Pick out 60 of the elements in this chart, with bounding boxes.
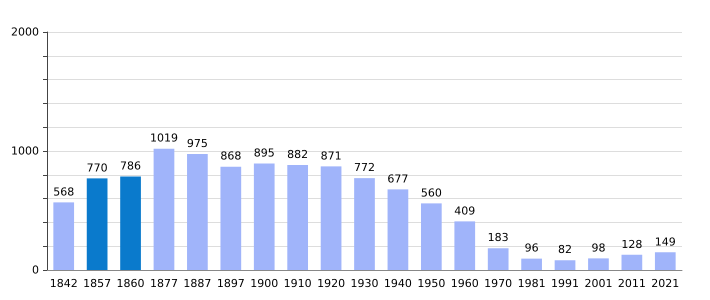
data-label: 560 (420, 186, 442, 200)
x-tick-label: 1910 (284, 277, 312, 290)
y-tick-label: 1000 (11, 144, 39, 158)
bar (320, 166, 342, 270)
data-label: 882 (287, 148, 308, 162)
data-label: 772 (354, 161, 375, 174)
x-tick-label: 2021 (651, 277, 680, 290)
x-tick-label: 1940 (384, 277, 412, 290)
bar (187, 154, 208, 270)
x-tick-label: 1897 (216, 277, 245, 290)
data-label: 1019 (150, 132, 178, 145)
data-label: 770 (86, 161, 108, 174)
bar (588, 258, 609, 270)
bar (521, 258, 542, 270)
bar (622, 254, 642, 270)
x-tick-label: 1950 (417, 277, 446, 290)
bar (86, 178, 108, 270)
bar (120, 176, 141, 270)
data-label: 149 (654, 235, 676, 248)
x-tick-label: 1887 (183, 277, 212, 290)
data-label: 895 (254, 146, 275, 160)
data-label: 98 (591, 241, 606, 254)
x-tick-label: 1842 (50, 277, 78, 290)
bar (287, 165, 308, 270)
x-tick-label: 1900 (250, 277, 278, 290)
bar (220, 166, 242, 270)
x-tick-label: 1970 (484, 277, 512, 290)
data-label: 677 (387, 172, 408, 186)
y-tick-label: 2000 (11, 26, 39, 38)
data-label: 128 (621, 238, 642, 251)
bar (53, 202, 74, 270)
x-tick-label: 1981 (518, 277, 546, 290)
data-label: 568 (53, 185, 74, 198)
bar (254, 163, 275, 270)
x-tick-label: 1991 (551, 277, 580, 290)
x-tick-label: 1920 (317, 277, 346, 290)
x-tick-label: 1860 (116, 277, 145, 290)
x-tick-label: 1930 (350, 277, 378, 290)
data-label: 82 (558, 243, 572, 256)
data-label: 96 (524, 242, 539, 255)
bar (154, 148, 174, 270)
bar (454, 221, 476, 270)
bar (388, 189, 408, 270)
data-label: 871 (320, 149, 342, 162)
x-tick-label: 1877 (150, 277, 178, 290)
bar (420, 203, 442, 270)
x-tick-label: 1857 (83, 277, 112, 290)
x-tick-label: 2011 (618, 277, 646, 290)
bar (554, 260, 576, 270)
bar (354, 178, 375, 270)
data-label: 786 (120, 159, 142, 172)
bar (488, 248, 509, 270)
y-tick-label: 0 (32, 264, 39, 276)
bar (654, 252, 676, 270)
x-tick-label: 1960 (450, 277, 479, 290)
data-label: 975 (186, 136, 208, 150)
data-label: 183 (488, 231, 509, 244)
data-label: 868 (220, 150, 242, 163)
x-tick-label: 2001 (584, 277, 612, 290)
data-label: 409 (454, 204, 476, 218)
